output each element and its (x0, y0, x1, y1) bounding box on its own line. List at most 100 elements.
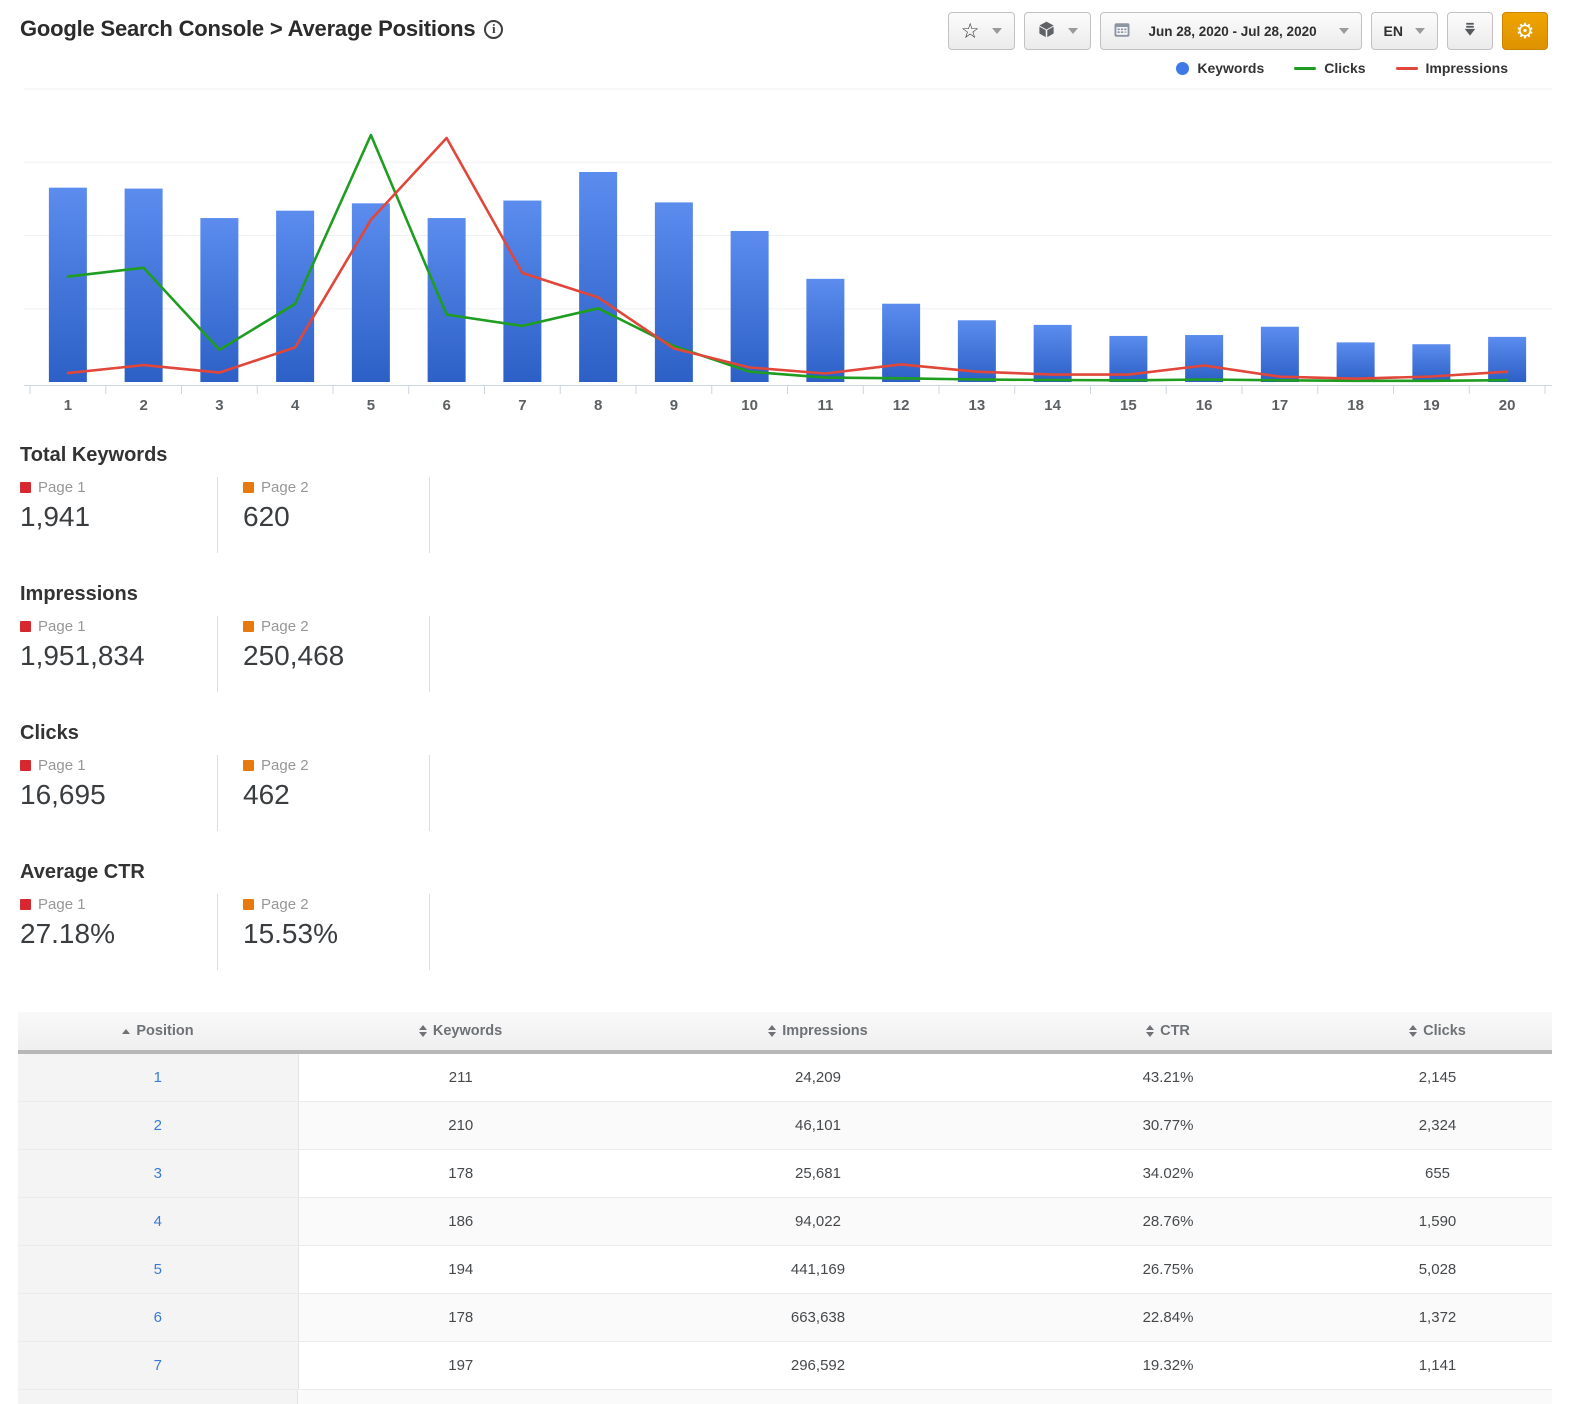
svg-text:11: 11 (817, 397, 833, 414)
svg-text:16: 16 (1196, 397, 1213, 414)
svg-text:5: 5 (367, 397, 375, 414)
impressions-cell: 24,209 (623, 1052, 1013, 1102)
page2-marker-icon (243, 899, 254, 910)
stat-page2: Page 2 620 (218, 477, 430, 553)
ctr-cell: 30.77% (1013, 1101, 1323, 1150)
stat-value: 1,951,834 (20, 640, 145, 671)
stat-value: 27.18% (20, 918, 115, 949)
clicks-cell: 655 (1323, 1149, 1552, 1198)
date-range-selector[interactable]: Jun 28, 2020 - Jul 28, 2020 (1099, 12, 1362, 50)
language-value: EN (1383, 23, 1403, 39)
modules-button[interactable] (1023, 12, 1091, 50)
impressions-cell: 94,022 (623, 1197, 1013, 1246)
impressions-cell: 25,681 (623, 1149, 1013, 1198)
keywords-cell: 211 (298, 1052, 623, 1102)
favorites-button[interactable]: ☆ (947, 12, 1015, 50)
page2-marker-icon (243, 482, 254, 493)
stat-title: Impressions (20, 583, 138, 605)
svg-text:14: 14 (1044, 397, 1061, 414)
stat-value: 16,695 (20, 779, 106, 810)
keywords-cell: 210 (298, 1101, 623, 1150)
positions-chart: 1 2 3 4 5 6 7 8 9 10 11 12 13 14 15 16 17 18 19 20 (24, 88, 1552, 414)
keywords-cell: 178 (298, 1293, 623, 1342)
svg-text:7: 7 (518, 397, 526, 414)
position-link[interactable]: 3 (153, 1165, 162, 1182)
column-header-impressions[interactable]: Impressions (623, 1012, 1013, 1054)
gear-icon: ⚙ (1515, 18, 1535, 43)
page1-marker-icon (20, 482, 31, 493)
page-title: Google Search Console > Average Position… (20, 16, 476, 41)
legend-item-keywords[interactable]: Keywords (1176, 60, 1264, 76)
svg-text:18: 18 (1347, 397, 1364, 414)
stat-section-total-keywords: Total Keywords Page 1 1,941 Page 2 620 (20, 444, 1570, 553)
ctr-cell: 19.32% (1013, 1341, 1323, 1390)
chevron-down-icon (991, 28, 1002, 34)
svg-text:4: 4 (291, 397, 300, 414)
table-header-row: Position Keywords Impressions CTR Clicks (18, 1012, 1552, 1054)
page1-marker-icon (20, 899, 31, 910)
position-link[interactable]: 1 (153, 1069, 162, 1086)
date-range-value: Jun 28, 2020 - Jul 28, 2020 (1148, 23, 1317, 39)
calendar-icon (1113, 21, 1131, 42)
stat-value: 620 (243, 501, 290, 532)
stat-page2: Page 2 15.53% (218, 894, 430, 970)
clicks-cell: 2,145 (1323, 1052, 1552, 1102)
page2-marker-icon (243, 621, 254, 632)
position-link[interactable]: 7 (153, 1357, 162, 1374)
column-header-position[interactable]: Position (18, 1012, 298, 1054)
ctr-cell: 28.76% (1013, 1197, 1323, 1246)
sort-toggle-icon (1146, 1025, 1155, 1037)
svg-text:9: 9 (670, 397, 678, 414)
svg-text:17: 17 (1272, 397, 1289, 414)
svg-text:13: 13 (969, 397, 986, 414)
settings-button[interactable]: ⚙ (1502, 12, 1548, 50)
svg-text:3: 3 (215, 397, 223, 414)
position-link[interactable]: 4 (153, 1213, 162, 1230)
svg-text:6: 6 (442, 397, 450, 414)
chevron-down-icon (1415, 28, 1425, 34)
position-link[interactable]: 6 (153, 1309, 162, 1326)
stat-page-label: Page 2 (261, 757, 309, 774)
table-row: 4 186 94,022 28.76% 1,590 (18, 1197, 1552, 1246)
legend-label: Clicks (1324, 60, 1366, 76)
stat-page1: Page 1 16,695 (20, 755, 218, 831)
impressions-cell: 46,101 (623, 1101, 1013, 1150)
svg-text:10: 10 (741, 397, 758, 414)
language-selector[interactable]: EN (1370, 12, 1438, 50)
clicks-line-icon (1294, 66, 1317, 70)
position-link[interactable]: 2 (153, 1117, 162, 1134)
column-header-keywords[interactable]: Keywords (298, 1012, 623, 1054)
column-header-ctr[interactable]: CTR (1013, 1012, 1323, 1054)
keywords-cell: 194 (298, 1245, 623, 1294)
stat-page2: Page 2 250,468 (218, 616, 430, 692)
chevron-down-icon (1067, 28, 1078, 34)
stat-page1: Page 1 1,951,834 (20, 616, 218, 692)
stat-page-label: Page 1 (38, 896, 86, 913)
page1-marker-icon (20, 760, 31, 771)
table-row: 2 210 46,101 30.77% 2,324 (18, 1101, 1552, 1150)
stat-section-impressions: Impressions Page 1 1,951,834 Page 2 250,… (20, 583, 1570, 692)
impressions-cell: 441,169 (623, 1245, 1013, 1294)
download-button[interactable] (1447, 12, 1493, 50)
svg-text:1: 1 (64, 397, 72, 414)
clicks-cell: 1,372 (1323, 1293, 1552, 1342)
legend-item-clicks[interactable]: Clicks (1294, 60, 1366, 76)
page2-marker-icon (243, 760, 254, 771)
position-link[interactable]: 5 (153, 1261, 162, 1278)
stat-section-clicks: Clicks Page 1 16,695 Page 2 462 (20, 722, 1570, 831)
ctr-cell: 22.84% (1013, 1293, 1323, 1342)
sort-toggle-icon (418, 1025, 427, 1037)
stat-page1: Page 1 27.18% (20, 894, 218, 970)
legend-item-impressions[interactable]: Impressions (1395, 60, 1508, 76)
keywords-dot-icon (1176, 61, 1190, 75)
table-row: 7 197 296,592 19.32% 1,141 (18, 1341, 1552, 1390)
stat-value: 15.53% (243, 918, 338, 949)
clicks-cell: 1,141 (1323, 1341, 1552, 1390)
legend-label: Keywords (1197, 60, 1265, 76)
stat-value: 1,941 (20, 501, 91, 532)
info-icon[interactable]: i (484, 19, 504, 39)
column-header-clicks[interactable]: Clicks (1323, 1012, 1552, 1054)
stat-title: Average CTR (20, 861, 145, 883)
cube-icon (1037, 20, 1056, 42)
stat-page-label: Page 2 (261, 618, 309, 635)
